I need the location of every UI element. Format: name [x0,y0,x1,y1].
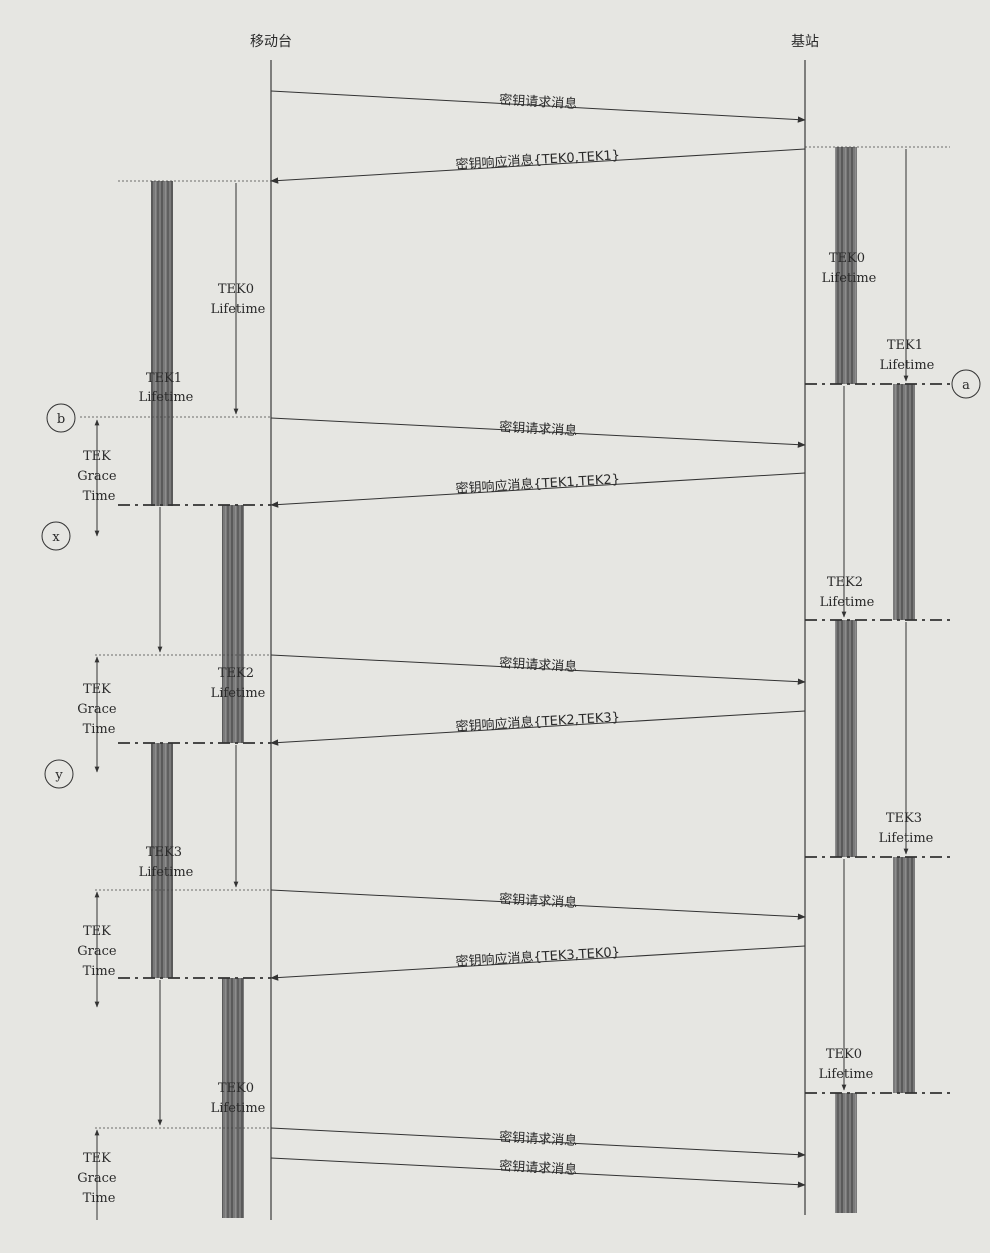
msg-label-req-3: 密钥请求消息 [499,655,578,675]
arrow-req-3 [270,654,806,685]
base-station-header: 基站 [791,33,819,50]
ms-tek3-bar [151,743,173,978]
ms-tek1-bar [151,181,173,506]
bs-tek1-lifetime-label: TEK1 Lifetime [880,338,935,373]
arrow-req-5 [270,1127,806,1158]
arrow-req-6 [270,1157,806,1188]
bs-tek0b-lifetime-label: TEK0 Lifetime [819,1047,874,1082]
ms-tek0-lifetime-label: TEK0 Lifetime [211,282,266,317]
bs-tek1-bar [893,384,915,620]
ms-tek3-lifetime-label: TEK3 Lifetime [139,845,194,880]
marker-a: a [951,369,981,399]
lifelines [270,60,806,1220]
arrow-resp-3 [270,710,806,746]
ms-tek2-bar [222,505,244,743]
msg-label-req-1: 密钥请求消息 [499,92,578,112]
mobile-lifetime-bars [151,181,244,1218]
arrow-req-2 [270,417,806,448]
bs-tek0b-bar [835,1093,857,1213]
arrow-resp-2 [270,472,806,508]
msg-label-resp-4: 密钥响应消息{TEK3,TEK0} [455,944,620,970]
ms-tek0b-lifetime-label: TEK0 Lifetime [211,1081,266,1116]
grace-time-label-1: TEK Grace Time [77,449,120,504]
marker-b: b [46,403,76,433]
svg-text:b: b [57,412,65,427]
bs-tek2-lifetime-label: TEK2 Lifetime [820,575,875,610]
svg-text:a: a [962,378,970,393]
dotted-guides [80,146,950,1129]
msg-label-req-6: 密钥请求消息 [499,1158,578,1178]
msg-label-req-5: 密钥请求消息 [499,1129,578,1149]
arrow-req-4 [270,889,806,920]
msg-label-req-2: 密钥请求消息 [499,419,578,439]
arrow-resp-4 [270,945,806,981]
bs-tek3-bar [893,857,915,1093]
svg-text:x: x [52,530,60,545]
bs-tek0-bar [835,147,857,384]
msg-label-req-4: 密钥请求消息 [499,891,578,911]
msg-label-resp-3: 密钥响应消息{TEK2,TEK3} [455,709,620,735]
bs-tek0-lifetime-label: TEK0 Lifetime [822,251,877,286]
bs-tek2-bar [835,620,857,857]
arrow-req-1 [270,90,806,123]
bs-tek3-lifetime-label: TEK3 Lifetime [879,811,934,846]
grace-time-label-2: TEK Grace Time [77,682,120,737]
msg-label-resp-2: 密钥响应消息{TEK1,TEK2} [455,471,620,497]
ms-tek2-lifetime-label: TEK2 Lifetime [211,666,266,701]
ms-tek0-bar [222,978,244,1218]
lifetime-arrows [157,149,909,1126]
grace-time-label-4: TEK Grace Time [77,1151,120,1206]
arrow-resp-1 [270,148,806,184]
base-lifetime-bars [835,147,915,1213]
marker-y: y [44,759,74,789]
msg-label-resp-1: 密钥响应消息{TEK0,TEK1} [455,147,620,173]
svg-text:y: y [54,768,63,783]
grace-time-label-3: TEK Grace Time [77,924,120,979]
mobile-station-header: 移动台 [250,34,292,50]
ms-tek1-lifetime-label: TEK1 Lifetime [139,371,194,405]
message-arrows [270,90,806,1188]
marker-x: x [41,521,71,551]
dash-dot-lines [118,383,950,1094]
